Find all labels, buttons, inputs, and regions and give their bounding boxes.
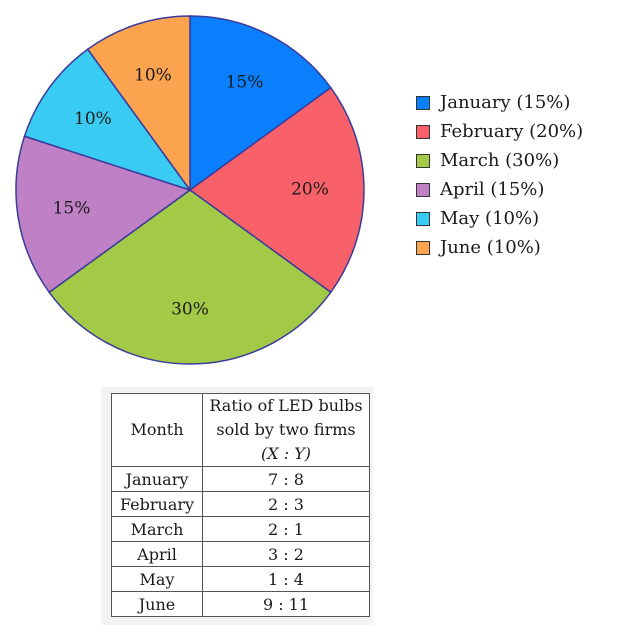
- cell-month: April: [111, 541, 203, 567]
- table-row: February 2 : 3: [111, 491, 370, 517]
- header-ratio-line3: (X : Y): [261, 444, 311, 463]
- cell-month: January: [111, 466, 203, 492]
- slice-label-january: 15%: [226, 73, 264, 93]
- pie-slice-april: [15, 135, 192, 294]
- legend-swatch-january: [416, 95, 430, 110]
- legend-swatch-april: [416, 182, 430, 197]
- table-row: March 2 : 1: [111, 516, 370, 542]
- legend-swatch-may: [416, 211, 430, 226]
- ratio-table-panel: Month Ratio of LED bulbs sold by two fir…: [101, 387, 373, 625]
- slice-label-may: 10%: [74, 109, 112, 129]
- pie-slice-may: [23, 48, 192, 192]
- legend-label-march: March (30%): [440, 150, 560, 171]
- legend-item: February (20%): [416, 117, 583, 146]
- header-ratio-line2: sold by two firms: [216, 420, 356, 439]
- pie-slice-february: [188, 86, 365, 294]
- table-row: April 3 : 2: [111, 541, 370, 567]
- header-month: Month: [111, 393, 203, 467]
- slice-label-march: 30%: [171, 300, 209, 320]
- cell-ratio: 3 : 2: [202, 541, 370, 567]
- table-header-row: Month Ratio of LED bulbs sold by two fir…: [111, 393, 370, 467]
- cell-ratio: 2 : 1: [202, 516, 370, 542]
- pie-slice-june: [86, 15, 191, 193]
- slice-label-february: 20%: [291, 180, 329, 200]
- legend-item: May (10%): [416, 204, 583, 233]
- chart-legend: January (15%) February (20%) March (30%)…: [416, 88, 583, 262]
- cell-month: June: [111, 591, 203, 617]
- header-ratio: Ratio of LED bulbs sold by two firms (X …: [202, 393, 370, 467]
- legend-item: June (10%): [416, 233, 583, 262]
- legend-label-june: June (10%): [440, 237, 541, 258]
- table-row: January 7 : 8: [111, 466, 370, 492]
- legend-label-february: February (20%): [440, 121, 584, 142]
- cell-ratio: 2 : 3: [202, 491, 370, 517]
- table-row: May 1 : 4: [111, 566, 370, 592]
- pie-slice-january: [189, 15, 332, 192]
- cell-ratio: 1 : 4: [202, 566, 370, 592]
- cell-month: February: [111, 491, 203, 517]
- legend-item: April (15%): [416, 175, 583, 204]
- slice-label-april: 15%: [53, 198, 91, 218]
- pie-slice-march: [48, 189, 332, 365]
- slice-label-june: 10%: [134, 65, 172, 85]
- cell-ratio: 9 : 11: [202, 591, 370, 617]
- cell-month: May: [111, 566, 203, 592]
- legend-label-april: April (15%): [440, 179, 545, 200]
- legend-swatch-march: [416, 153, 430, 168]
- legend-item: January (15%): [416, 88, 583, 117]
- cell-month: March: [111, 516, 203, 542]
- legend-swatch-february: [416, 124, 430, 139]
- legend-label-january: January (15%): [440, 92, 571, 113]
- header-ratio-line1: Ratio of LED bulbs: [209, 396, 363, 415]
- table-row: June 9 : 11: [111, 591, 370, 617]
- legend-label-may: May (10%): [440, 208, 540, 229]
- legend-swatch-june: [416, 240, 430, 255]
- legend-item: March (30%): [416, 146, 583, 175]
- ratio-table: Month Ratio of LED bulbs sold by two fir…: [111, 393, 370, 617]
- pie-chart: 15% 20% 30% 15% 10% 10%: [15, 15, 365, 365]
- cell-ratio: 7 : 8: [202, 466, 370, 492]
